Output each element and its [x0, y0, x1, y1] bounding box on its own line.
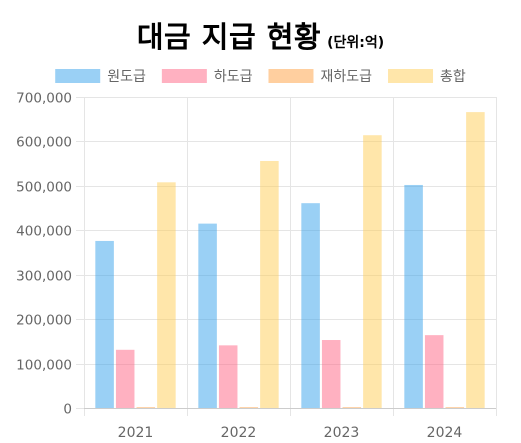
- bar-series-2-2022[interactable]: [218, 345, 238, 408]
- legend-item-series-3[interactable]: 재하도급: [268, 69, 372, 85]
- bar-series-1-2023[interactable]: [301, 203, 320, 408]
- y-tick-label: 0: [63, 402, 72, 418]
- y-tick-label: 700,000: [16, 91, 72, 107]
- legend-item-series-1[interactable]: 원도급: [55, 69, 146, 85]
- y-axis: 0 100,000 200,000 300,000 400,000 500,000 600,…: [16, 91, 72, 418]
- x-tick-label: 2023: [324, 425, 360, 441]
- bar-series-1-2022[interactable]: [198, 223, 217, 408]
- legend: 원도급 하도급 재하도급 총합: [55, 69, 466, 85]
- y-tick-label: 100,000: [16, 358, 72, 374]
- legend-item-series-4[interactable]: 총합: [388, 69, 466, 85]
- bar-series-3-2023[interactable]: [342, 407, 362, 408]
- bar-series-3-2024[interactable]: [445, 407, 465, 408]
- y-tick-label: 300,000: [16, 269, 72, 285]
- chart-title: 대금 지급 현황: [136, 20, 322, 54]
- bar-series-3-2022[interactable]: [239, 407, 259, 408]
- y-tick-label: 400,000: [16, 224, 72, 240]
- legend-swatch: [388, 69, 434, 83]
- x-tick-label: 2024: [427, 425, 463, 441]
- bar-series-1-2021[interactable]: [95, 240, 114, 408]
- bar-series-4-2021[interactable]: [157, 182, 176, 408]
- legend-swatch: [161, 69, 207, 83]
- x-tick-label: 2022: [221, 425, 257, 441]
- bar-series-3-2021[interactable]: [136, 407, 156, 408]
- y-tick-label: 600,000: [16, 135, 72, 151]
- legend-swatch: [55, 69, 101, 83]
- chart-title-wrap: 대금 지급 현황 (단위:억): [0, 14, 521, 56]
- bars: [95, 112, 485, 409]
- bar-series-2-2024[interactable]: [424, 335, 444, 408]
- legend-label: 하도급: [214, 69, 253, 85]
- y-tick-label: 500,000: [16, 180, 72, 196]
- legend-label: 총합: [440, 69, 466, 85]
- bar-series-2-2021[interactable]: [115, 349, 135, 408]
- legend-swatch: [268, 69, 314, 83]
- legend-label: 재하도급: [320, 69, 372, 85]
- bar-series-4-2022[interactable]: [260, 160, 279, 408]
- x-tick-label: 2021: [118, 425, 154, 441]
- legend-item-series-2[interactable]: 하도급: [161, 69, 253, 85]
- chart-subtitle: (단위:억): [327, 35, 385, 51]
- bar-series-1-2024[interactable]: [404, 184, 423, 408]
- bar-series-4-2023[interactable]: [363, 135, 382, 409]
- bar-series-2-2023[interactable]: [321, 340, 341, 408]
- legend-label: 원도급: [107, 69, 146, 85]
- x-axis: 2021 2022 2023 2024: [84, 408, 496, 441]
- y-tick-label: 200,000: [16, 313, 72, 329]
- bar-series-4-2024[interactable]: [466, 112, 485, 408]
